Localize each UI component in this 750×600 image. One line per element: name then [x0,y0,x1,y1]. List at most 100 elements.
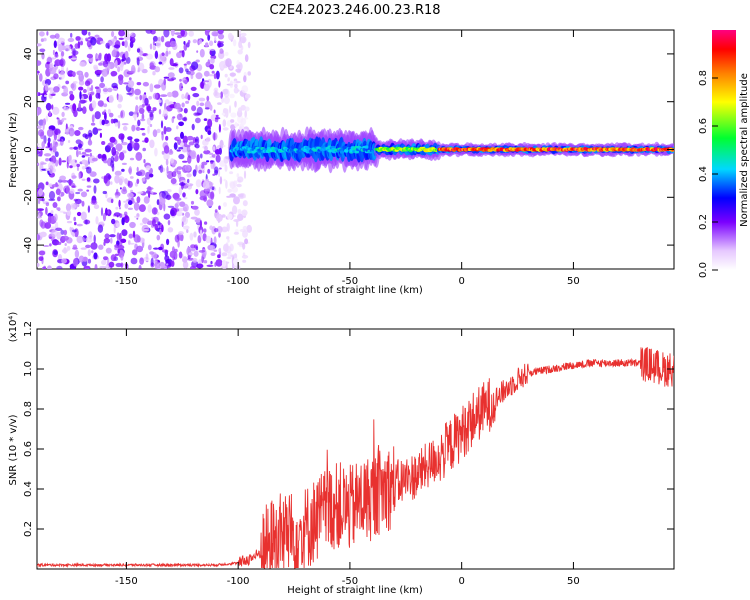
spectrogram-noise-cell [214,92,221,99]
spectrogram-noise-cell [141,177,146,182]
spectrogram-noise-cell [152,35,158,42]
spectrogram-noise-cell [119,62,124,72]
spectrogram-band-core [364,145,369,149]
spectrogram-noise-cell [218,168,221,178]
spectrogram-noise-cell [81,30,88,36]
spectrogram-noise-cell [222,119,227,127]
spectrogram-noise-cell [124,178,128,185]
spectrogram-noise-cell [243,117,249,120]
spectrogram-noise-cell [135,126,141,131]
snr-frame [36,328,675,570]
spectrogram-noise-cell [217,102,222,105]
spectrogram-noise-cell [212,173,216,176]
spectrogram-noise-cell [90,84,94,92]
spectrogram-noise-cell [217,33,225,40]
spectrogram-noise-cell [77,143,83,149]
spectrogram-noise-cell [164,265,168,269]
spectrogram-noise-cell [140,118,146,122]
spectrogram-noise-cell [65,123,68,130]
spectrogram-noise-cell [102,212,107,222]
spectrogram-noise-cell [233,196,240,205]
spectrogram-noise-cell [150,192,158,195]
spectrogram-noise-cell [176,201,180,205]
spectrogram-noise-cell [82,133,88,138]
spectrogram-noise-cell [182,261,189,269]
spectrogram-noise-cell [100,207,104,217]
spectrogram-noise-cell [176,210,183,217]
spectrogram-noise-cell [74,198,82,204]
spectrogram-noise-cell [195,72,203,80]
spectrogram-noise-cell [193,231,197,238]
spectrogram-noise-cell [93,178,100,184]
spectrogram-noise-cell [109,234,116,238]
spectrogram-noise-cell [84,80,91,87]
spectrogram-noise-cell [161,190,169,199]
spectrogram-noise-cell [159,164,164,173]
spectrogram-noise-cell [117,248,120,254]
spectrogram-noise-cell [165,259,171,263]
spectrogram-noise-cell [128,168,132,174]
spectrogram-xtick-label: 50 [567,276,580,287]
spectrogram-noise-cell [134,215,139,218]
spectrogram-xtick-label: 0 [458,276,464,287]
spectrogram-noise-cell [107,174,112,180]
colorbar-tick-label: 0.4 [698,166,709,182]
spectrogram-noise-cell [103,160,109,164]
spectrogram-noise-cell [37,60,42,66]
spectrogram-noise-cell [162,249,169,253]
spectrogram-noise-cell [152,92,159,100]
spectrogram-noise-cell [163,152,170,161]
spectrogram-noise-cell [169,250,176,258]
spectrogram-noise-cell [45,115,49,122]
spectrogram-noise-cell [190,86,197,91]
spectrogram-noise-cell [200,153,203,159]
spectrogram-noise-cell [226,195,232,198]
spectrogram-noise-cell [38,188,43,197]
spectrogram-noise-cell [44,83,49,91]
spectrogram-noise-cell [178,67,184,74]
spectrogram-noise-cell [90,242,98,250]
spectrogram-noise-cell [171,77,177,80]
spectrogram-noise-cell [174,203,179,209]
spectrogram-noise-cell [167,72,175,78]
spectrogram-ylabel: Frequency (Hz) [8,112,19,188]
spectrogram-noise-cell [213,87,219,94]
spectrogram-band-core [354,150,359,154]
spectrogram-noise-cell [86,189,90,192]
spectrogram-noise-cell [225,58,232,68]
spectrogram-noise-cell [80,211,87,221]
spectrogram-noise-cell [207,34,211,41]
spectrogram-noise-cell [208,152,214,155]
spectrogram-noise-cell [39,231,47,238]
spectrogram-noise-cell [199,229,203,238]
spectrogram-noise-cell [121,217,125,226]
spectrogram-noise-cell [229,171,234,175]
spectrogram-noise-cell [154,147,158,157]
spectrogram-noise-cell [136,235,141,243]
spectrogram-noise-cell [147,244,152,251]
spectrogram-noise-cell [123,263,126,266]
spectrogram-noise-cell [80,40,83,46]
spectrogram-noise-cell [210,57,215,64]
spectrogram-noise-cell [66,220,73,224]
spectrogram-noise-cell [139,94,143,101]
spectrogram-noise-cell [240,32,247,37]
spectrogram-noise-cell [199,102,205,107]
spectrogram-noise-cell [78,172,81,180]
spectrogram-noise-cell [146,105,152,112]
spectrogram-noise-cell [119,207,121,210]
spectrogram-noise-cell [158,109,162,115]
spectrogram-noise-cell [129,41,134,48]
spectrogram-noise-cell [112,88,118,91]
spectrogram-noise-cell [176,149,181,152]
spectrogram-noise-cell [204,107,210,110]
spectrogram-noise-cell [236,183,242,188]
spectrogram-plot: -150 -100 -50 0 50 -40 -20 0 20 40 Height of stra… [8,29,675,296]
spectrogram-noise-cell [77,41,81,49]
spectrogram-noise-cell [127,136,133,141]
spectrogram-noise-cell [48,190,56,200]
spectrogram-noise-cell [145,30,153,34]
spectrogram-noise-cell [234,83,238,89]
spectrogram-noise-cell [215,70,220,80]
spectrogram-noise-cell [196,263,204,269]
